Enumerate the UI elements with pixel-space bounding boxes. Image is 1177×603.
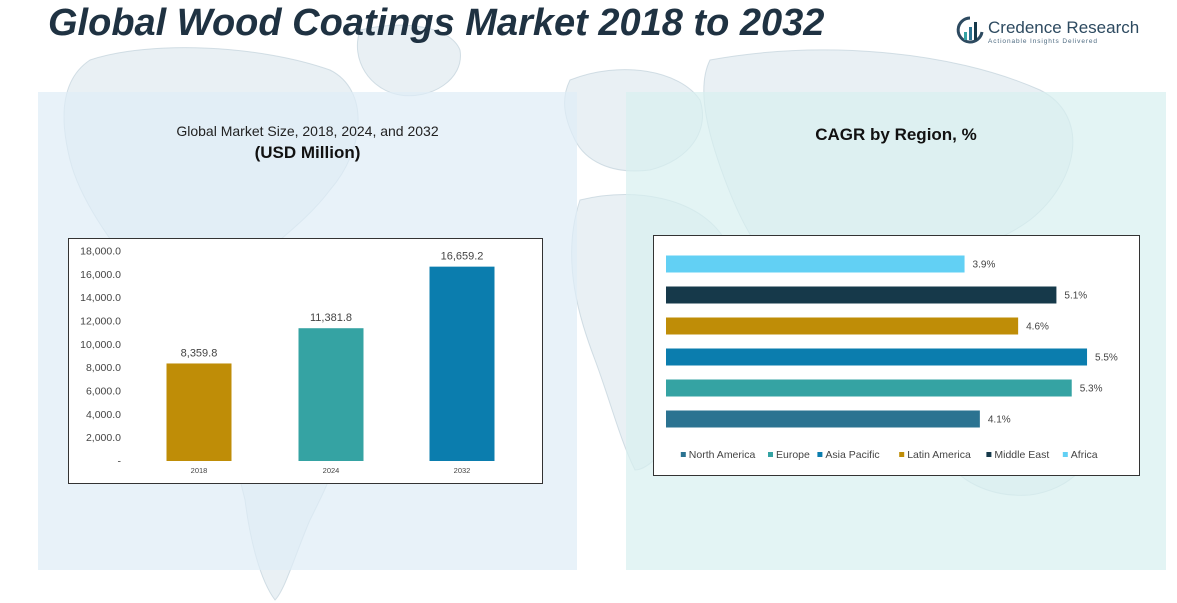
page-title: Global Wood Coatings Market 2018 to 2032 xyxy=(48,2,825,44)
legend-swatch xyxy=(817,452,823,457)
market-size-bar-chart: - 2,000.0 4,000.0 6,000.0 8,000.0 10,000.0 12,… xyxy=(80,246,495,475)
legend-label: Middle East xyxy=(994,449,1049,461)
bar-asia-pacific xyxy=(666,348,1088,366)
credence-research-logo[interactable]: Credence Research Actionable Insights De… xyxy=(956,16,1156,52)
legend-label: Asia Pacific xyxy=(825,449,879,461)
logo-icon xyxy=(956,16,984,44)
y-tick-label: 16,000.0 xyxy=(80,269,121,281)
y-tick-label: 6,000.0 xyxy=(86,386,121,398)
y-tick-label: 10,000.0 xyxy=(80,339,121,351)
bar-2018 xyxy=(166,363,232,461)
bar-value-label: 5.3% xyxy=(1080,384,1103,395)
bar-value-label: 4.6% xyxy=(1026,322,1049,333)
bar-2032 xyxy=(429,266,495,461)
bar-africa xyxy=(666,255,965,273)
greenland-landmass xyxy=(356,24,461,97)
cagr-bar-chart: 4.1% 5.3% 5.5% 4.6% 5.1% 3.9% North America Eur… xyxy=(666,255,1118,461)
y-tick-label: 8,000.0 xyxy=(86,362,121,374)
bar-2024 xyxy=(298,328,364,461)
legend-swatch xyxy=(899,452,905,457)
chart-legend: North America Europe Asia Pacific Latin Ame… xyxy=(680,449,1098,461)
market-size-subtitle: Global Market Size, 2018, 2024, and 2032 xyxy=(176,123,439,139)
bar-value-label: 5.5% xyxy=(1095,353,1118,364)
bar-value-label: 8,359.8 xyxy=(181,347,218,359)
x-tick-label: 2018 xyxy=(191,466,208,475)
cagr-chart-box: 4.1% 5.3% 5.5% 4.6% 5.1% 3.9% North America Eur… xyxy=(653,235,1140,476)
bar-value-label: 3.9% xyxy=(973,260,996,271)
logo-tagline: Actionable Insights Delivered xyxy=(988,38,1098,45)
bar-value-label: 4.1% xyxy=(988,415,1011,426)
legend-label: Europe xyxy=(776,449,810,461)
y-tick-label: 18,000.0 xyxy=(80,246,121,258)
y-tick-label: 12,000.0 xyxy=(80,316,121,328)
bar-europe xyxy=(666,379,1072,397)
bar-north-america xyxy=(666,410,980,428)
legend-label: Latin America xyxy=(907,449,971,461)
legend-swatch xyxy=(680,452,686,457)
bar-latin-america xyxy=(666,317,1019,335)
y-tick-label: 14,000.0 xyxy=(80,292,121,304)
x-tick-label: 2032 xyxy=(454,466,471,475)
market-size-unit: (USD Million) xyxy=(254,143,361,162)
y-tick-label: 4,000.0 xyxy=(86,409,121,421)
legend-swatch xyxy=(1062,452,1068,457)
legend-label: Africa xyxy=(1071,449,1098,461)
legend-swatch xyxy=(986,452,992,457)
y-tick-label: 2,000.0 xyxy=(86,432,121,444)
cagr-subtitle: CAGR by Region, % xyxy=(815,125,977,144)
legend-label: North America xyxy=(689,449,756,461)
bar-value-label: 5.1% xyxy=(1064,291,1087,302)
x-tick-label: 2024 xyxy=(323,466,340,475)
bar-value-label: 16,659.2 xyxy=(441,251,484,263)
y-tick-label: - xyxy=(118,456,122,468)
bar-value-label: 11,381.8 xyxy=(310,312,352,324)
market-size-chart-box: - 2,000.0 4,000.0 6,000.0 8,000.0 10,000.0 12,… xyxy=(68,238,543,484)
bar-middle-east xyxy=(666,286,1057,304)
logo-name: Credence Research xyxy=(988,18,1140,37)
legend-swatch xyxy=(768,452,773,457)
